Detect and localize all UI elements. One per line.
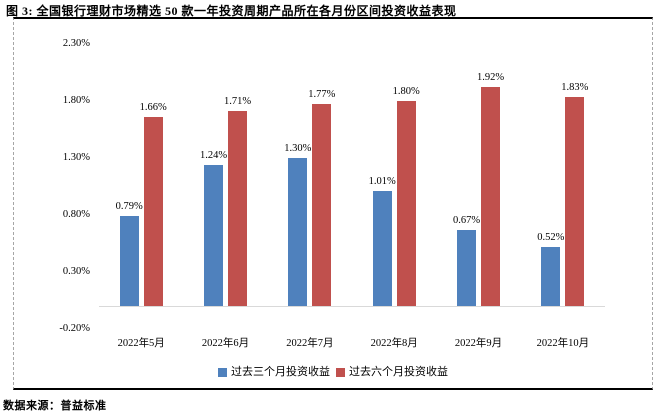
bar xyxy=(457,229,477,306)
bar xyxy=(565,97,585,306)
bar xyxy=(372,190,392,306)
legend-item: 过去三个月投资收益 xyxy=(218,365,330,379)
y-tick-label: 0.80% xyxy=(62,208,90,220)
bar-value-label: 1.66% xyxy=(139,101,167,113)
y-tick-label: 1.80% xyxy=(62,94,90,106)
bar xyxy=(396,100,416,306)
y-tick-label: 2.30% xyxy=(62,37,90,49)
x-axis-line xyxy=(99,306,605,307)
bar xyxy=(143,116,163,306)
legend-swatch xyxy=(218,367,227,377)
data-source: 数据来源：普益标准 xyxy=(3,400,107,412)
y-tick-label: 0.30% xyxy=(62,265,90,277)
bar xyxy=(119,215,139,306)
x-axis-label: 2022年6月 xyxy=(201,338,250,349)
x-axis-label: 2022年10月 xyxy=(536,338,590,349)
bar-value-label: 0.52% xyxy=(537,231,565,243)
legend: 过去三个月投资收益 过去六个月投资收益 xyxy=(14,364,652,380)
bar-value-label: 1.01% xyxy=(368,175,396,187)
bar-value-label: 1.80% xyxy=(392,85,420,97)
bar xyxy=(312,104,332,306)
bar-value-label: 1.92% xyxy=(476,72,505,84)
chart-area: 过去三个月投资收益 过去六个月投资收益 2.30% 1.80% 1.30% 0.80% 0… xyxy=(13,17,653,390)
bar-value-label: 1.30% xyxy=(284,142,312,154)
bar xyxy=(228,111,248,306)
bar xyxy=(288,157,308,306)
bar-value-label: 1.24% xyxy=(199,149,228,161)
y-tick-label: -0.20% xyxy=(59,322,90,334)
bar-value-label: 0.67% xyxy=(452,214,481,226)
x-axis-label: 2022年5月 xyxy=(117,338,165,349)
bar xyxy=(204,164,224,306)
figure-title: 图 3: 全国银行理财市场精选 50 款一年投资周期产品所在各月份区间投资收益表… xyxy=(6,4,457,18)
bar-value-label: 1.71% xyxy=(223,96,252,108)
x-axis-label: 2022年8月 xyxy=(370,338,418,349)
bar-value-label: 1.77% xyxy=(308,89,336,101)
x-axis-label: 2022年9月 xyxy=(454,338,503,349)
legend-label: 过去六个月投资收益 xyxy=(349,366,448,378)
bar xyxy=(481,87,501,306)
bar-value-label: 0.79% xyxy=(115,200,143,212)
y-tick-label: 1.30% xyxy=(62,151,90,163)
x-axis-label: 2022年7月 xyxy=(286,338,334,349)
bar-value-label: 1.83% xyxy=(561,82,589,94)
legend-item: 过去六个月投资收益 xyxy=(336,365,448,379)
bar xyxy=(541,246,561,306)
legend-swatch xyxy=(336,367,345,377)
legend-label: 过去三个月投资收益 xyxy=(231,366,330,378)
